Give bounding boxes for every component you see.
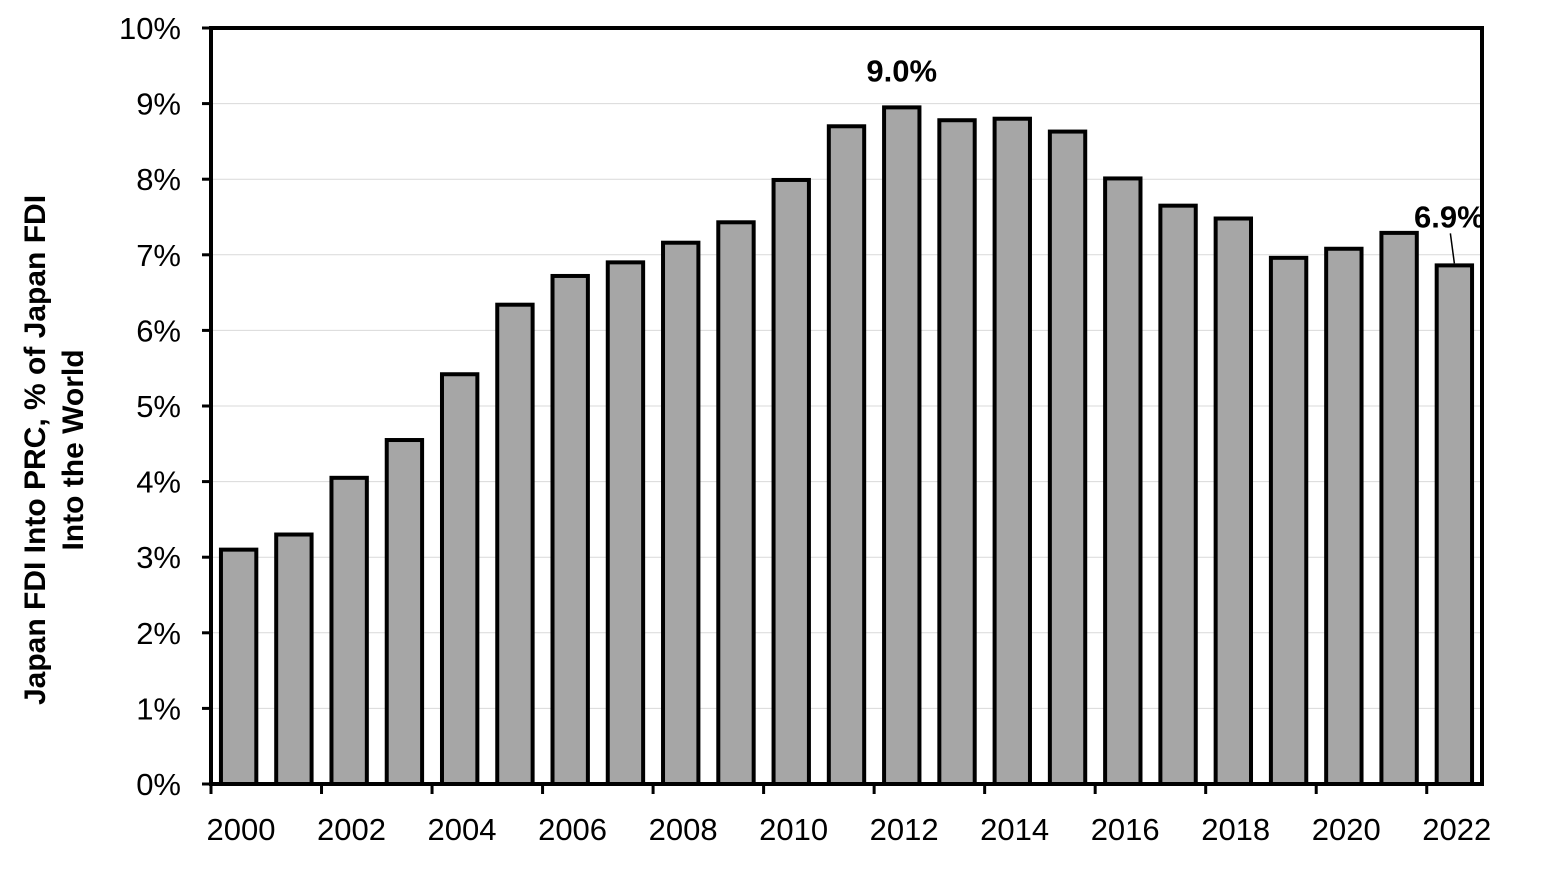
x-tick-label: 2020 [1312, 812, 1381, 847]
bar-2015 [1047, 129, 1088, 786]
x-tick-label: 2012 [870, 812, 939, 847]
bar-2018 [1213, 216, 1254, 786]
y-tick-label: 0% [136, 767, 181, 802]
data-label-2022: 6.9% [1414, 199, 1485, 234]
y-tick-label: 2% [136, 616, 181, 651]
x-axis: 2000 2002 2004 2006 2008 2010 2012 2014 2016 2018… [207, 784, 1491, 847]
x-tick-label: 2008 [649, 812, 718, 847]
y-tick-label: 5% [136, 389, 181, 424]
y-axis: 0% 1% 2% 3% 4% 5% 6% 7% 8% 9% 10% [119, 11, 211, 802]
bar-2006 [550, 273, 590, 786]
bar-2002 [329, 475, 369, 786]
x-tick-label: 2000 [207, 812, 276, 847]
bar-2016 [1103, 176, 1143, 787]
leader-line [1449, 233, 1456, 264]
x-tick-label: 2010 [759, 812, 828, 847]
bar-2003 [384, 438, 425, 786]
bar-2017 [1158, 203, 1198, 787]
bar-2021 [1379, 230, 1419, 787]
x-tick-label: 2018 [1201, 812, 1270, 847]
bars [218, 105, 1475, 787]
x-tick-label: 2022 [1422, 812, 1491, 847]
x-tick-label: 2002 [317, 812, 386, 847]
bar-2013 [937, 118, 977, 787]
y-tick-label: 7% [136, 238, 181, 273]
x-tick-label: 2014 [980, 812, 1049, 847]
y-axis-title-line-2: Into the World [57, 349, 90, 550]
y-tick-label: 6% [136, 313, 181, 348]
y-axis-title-line-1: Japan FDI Into PRC, % of Japan FDI [19, 195, 52, 705]
bar-2004 [439, 372, 480, 786]
y-tick-label: 1% [136, 691, 181, 726]
bar-2019 [1268, 255, 1309, 787]
data-label-2012: 9.0% [866, 53, 937, 88]
bar-2007 [605, 260, 646, 786]
bar-2022 [1434, 263, 1475, 787]
y-tick-label: 4% [136, 465, 181, 500]
bar-2000 [218, 547, 259, 787]
x-tick-label: 2004 [428, 812, 497, 847]
bar-2001 [274, 532, 314, 787]
bar-2009 [716, 220, 756, 787]
bar-2020 [1324, 246, 1364, 786]
bar-2012 [882, 105, 922, 786]
bar-2014 [992, 116, 1032, 787]
x-tick-label: 2016 [1091, 812, 1160, 847]
bar-2011 [826, 124, 867, 786]
y-tick-label: 8% [136, 162, 181, 197]
bar-2010 [771, 177, 811, 786]
y-tick-label: 10% [119, 11, 181, 46]
y-tick-label: 9% [136, 87, 181, 122]
bar-2005 [495, 302, 535, 786]
y-tick-label: 3% [136, 540, 181, 575]
bar-2008 [661, 240, 701, 787]
x-tick-label: 2006 [538, 812, 607, 847]
annotations: 9.0% 6.9% [866, 53, 1485, 264]
